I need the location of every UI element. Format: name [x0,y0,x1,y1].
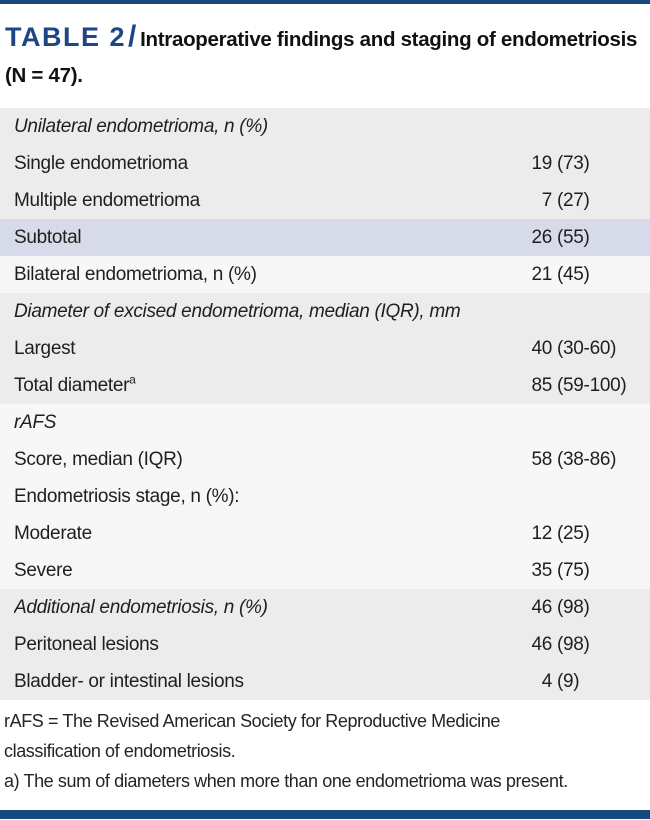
table-row: Single endometrioma 19 (73) [0,145,650,182]
row-value: 26 (55) [523,227,642,249]
row-value-percent: (98) [557,596,590,618]
row-value: 58 (38-86) [523,449,642,471]
table-row: Subtotal 26 (55) [0,219,650,256]
top-accent-bar [0,0,650,4]
row-value: 7 (27) [523,190,642,212]
row-label: Endometriosis stage, n (%): [14,486,523,508]
footnote-abbreviation: rAFS = The Revised American Society for … [4,711,501,761]
row-value: 21 (45) [523,264,642,286]
row-label-text: Moderate [14,522,92,544]
row-label-text: Score, median (IQR) [14,448,183,470]
row-label: Peritoneal lesions [14,634,523,656]
table-row: Largest 40 (30-60) [0,330,650,367]
row-value-percent: (30-60) [557,337,617,359]
footnote-a: a) The sum of diameters when more than o… [4,771,568,791]
row-value-percent: (75) [557,559,590,581]
table-row: Diameter of excised endometrioma, median… [0,293,650,330]
row-label: Bilateral endometrioma, n (%) [14,264,523,286]
row-label-text: Peritoneal lesions [14,633,159,655]
table-row: Peritoneal lesions 46 (98) [0,626,650,663]
row-value-count: 58 [531,448,552,470]
row-label: Diameter of excised endometrioma, median… [14,301,523,323]
row-value-count: 12 [531,522,552,544]
row-value-percent: (27) [557,189,590,211]
row-value-percent: (98) [557,633,590,655]
row-value-count: 35 [531,559,552,581]
row-value: 19 (73) [523,153,642,175]
table-row: rAFS [0,404,650,441]
row-value-percent: (73) [557,152,590,174]
row-label-text: Total diameter [14,374,130,396]
row-label: Largest [14,338,523,360]
row-value: 40 (30-60) [523,338,642,360]
table-heading: TABLE 2/Intraoperative findings and stag… [5,20,642,95]
table-row: Total diametera 85 (59-100) [0,367,650,404]
row-label-text: Largest [14,337,76,359]
row-label-text: Diameter of excised endometrioma, median… [14,300,461,322]
row-label: rAFS [14,412,523,434]
row-label-text: Single endometrioma [14,152,188,174]
row-value: 46 (98) [523,597,642,619]
row-label: Bladder- or intestinal lesions [14,671,523,693]
row-value-count: 46 [531,633,552,655]
row-label-text: Additional endometriosis, n (%) [14,596,268,618]
row-value-percent: (38-86) [557,448,617,470]
row-label-text: rAFS [14,411,57,433]
table-row: Moderate 12 (25) [0,515,650,552]
row-label: Total diametera [14,375,523,397]
row-value: 46 (98) [523,634,642,656]
row-label-text: Bladder- or intestinal lesions [14,670,244,692]
row-label-text: Endometriosis stage, n (%): [14,485,240,507]
row-value-count: 85 [531,374,552,396]
table-row: Unilateral endometrioma, n (%) [0,108,650,145]
table-row: Score, median (IQR) 58 (38-86) [0,441,650,478]
row-label: Score, median (IQR) [14,449,523,471]
table-row: Severe 35 (75) [0,552,650,589]
row-value-count: 26 [531,226,552,248]
table-row: Endometriosis stage, n (%): [0,478,650,515]
table-number-label: TABLE 2 [5,22,127,52]
footnotes: rAFS = The Revised American Society for … [4,706,640,796]
row-label-text: Severe [14,559,73,581]
table-body: Unilateral endometrioma, n (%) Single en… [0,108,650,700]
row-label: Multiple endometrioma [14,190,523,212]
row-value-count: 4 [541,670,553,692]
row-label: Severe [14,560,523,582]
row-value: 85 (59-100) [523,375,642,397]
row-value: 4 (9) [523,671,642,693]
row-value-percent: (9) [557,670,580,692]
bottom-accent-bar [0,810,650,819]
row-label: Unilateral endometrioma, n (%) [14,116,523,138]
row-value-percent: (45) [557,263,590,285]
row-value-count: 7 [541,189,553,211]
table-row: Additional endometriosis, n (%) 46 (98) [0,589,650,626]
row-label: Moderate [14,523,523,545]
heading-slash-separator: / [128,20,137,53]
table-title: Intraoperative findings and staging of e… [5,28,638,87]
row-value: 12 (25) [523,523,642,545]
row-value-count: 19 [531,152,552,174]
row-label-text: Multiple endometrioma [14,189,200,211]
row-value-count: 21 [531,263,552,285]
row-value-percent: (25) [557,522,590,544]
row-label-text: Unilateral endometrioma, n (%) [14,115,268,137]
table-row: Bladder- or intestinal lesions 4 (9) [0,663,650,700]
row-value-percent: (59-100) [557,374,627,396]
row-label: Additional endometriosis, n (%) [14,597,523,619]
table-row: Bilateral endometrioma, n (%) 21 (45) [0,256,650,293]
row-label: Subtotal [14,227,523,249]
row-value: 35 (75) [523,560,642,582]
row-value-percent: (55) [557,226,590,248]
row-label-sup: a [129,374,136,387]
row-label: Single endometrioma [14,153,523,175]
row-label-text: Subtotal [14,226,82,248]
row-value-count: 46 [531,596,552,618]
row-label-text: Bilateral endometrioma, n (%) [14,263,257,285]
row-value-count: 40 [531,337,552,359]
table-row: Multiple endometrioma 7 (27) [0,182,650,219]
